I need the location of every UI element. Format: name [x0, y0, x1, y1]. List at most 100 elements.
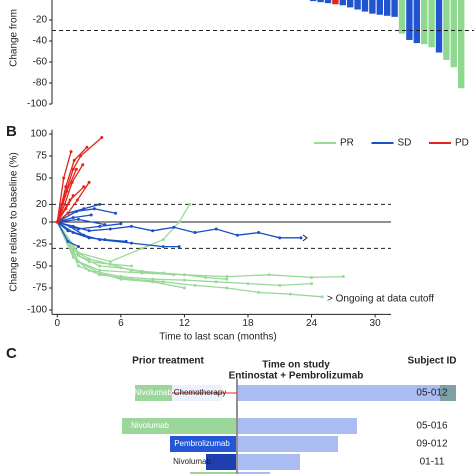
bar	[391, 0, 398, 17]
point	[71, 251, 75, 255]
panel-label: B	[6, 123, 17, 140]
point	[299, 236, 303, 240]
y-tick-label: 75	[36, 151, 48, 162]
y-tick-label: 20	[36, 199, 48, 210]
point	[172, 225, 176, 229]
ongoing-marker	[302, 234, 308, 242]
bar	[421, 0, 428, 45]
point	[98, 202, 102, 206]
point	[235, 233, 239, 237]
bar	[435, 0, 443, 53]
prior-label: Chemotherapy	[174, 388, 226, 397]
point	[119, 222, 123, 226]
series-line	[56, 221, 185, 289]
point	[140, 246, 144, 250]
point	[161, 238, 165, 242]
bar	[347, 0, 354, 8]
point	[151, 229, 155, 233]
bar	[413, 0, 420, 44]
series-line	[56, 182, 90, 223]
point	[63, 202, 67, 206]
study-bar	[238, 436, 338, 452]
point	[214, 280, 218, 284]
y-tick-label: -50	[33, 261, 48, 272]
point	[161, 245, 165, 249]
x-tick-label: 30	[370, 318, 382, 329]
point	[225, 286, 229, 290]
study-bar-end	[440, 385, 456, 401]
point	[225, 277, 229, 281]
point	[129, 241, 133, 245]
point	[129, 264, 133, 268]
point	[119, 266, 123, 270]
prior-label: Pembrolizumab	[174, 439, 230, 448]
x-tick-label: 6	[118, 318, 124, 329]
point	[81, 163, 85, 167]
study-bar	[238, 385, 440, 401]
point	[161, 280, 165, 284]
point	[72, 158, 76, 162]
legend-label: PR	[340, 138, 354, 149]
x-axis-title: Time to last scan (months)	[159, 332, 276, 343]
bar	[361, 0, 369, 12]
bar	[324, 0, 332, 4]
y-tick-label: -100	[27, 99, 47, 110]
legend-label: PD	[455, 138, 469, 149]
prior-bar	[122, 418, 236, 434]
point	[103, 223, 107, 227]
bar	[339, 0, 346, 6]
x-tick-label: 24	[306, 318, 318, 329]
point	[108, 227, 112, 231]
series-line	[56, 221, 312, 287]
bar	[369, 0, 376, 14]
y-tick-label: -60	[33, 57, 48, 68]
series-line	[56, 208, 116, 223]
bar	[398, 0, 406, 34]
point	[71, 167, 75, 171]
prior-label: Nivolumab	[131, 421, 169, 430]
point	[85, 145, 89, 149]
point	[64, 207, 68, 211]
point	[66, 239, 70, 243]
y-tick-label: -25	[33, 239, 48, 250]
point	[278, 236, 282, 240]
point	[98, 271, 102, 275]
point	[71, 194, 75, 198]
prior-bar	[170, 436, 236, 452]
point	[87, 260, 91, 264]
x-tick-label: 18	[242, 318, 254, 329]
point	[278, 283, 282, 287]
y-axis-title: Change relative to baseline (%)	[9, 152, 20, 292]
header: Entinostat + Pembrolizumab	[229, 371, 364, 382]
point	[182, 286, 186, 290]
prior-bar	[206, 454, 236, 470]
x-tick-label: 12	[179, 318, 191, 329]
header: Prior treatment	[132, 356, 204, 367]
point	[320, 295, 324, 299]
point	[82, 233, 86, 237]
series-line	[56, 146, 88, 223]
point	[74, 209, 78, 213]
series-line	[56, 221, 323, 298]
point	[341, 275, 345, 279]
point	[114, 211, 118, 215]
point	[182, 278, 186, 282]
point	[310, 282, 314, 286]
panel-c: C Prior treatment Time on study Entinost…	[6, 345, 456, 474]
subject-id: 01-11	[420, 457, 445, 468]
point	[129, 224, 133, 228]
annotation: > Ongoing at data cutoff	[327, 294, 434, 305]
y-axis-title: Change from	[9, 9, 20, 67]
point	[89, 213, 93, 217]
y-tick-label: 0	[41, 217, 47, 228]
study-bar	[238, 454, 300, 470]
y-tick-label: 100	[30, 129, 47, 140]
series-line	[57, 221, 180, 248]
point	[246, 282, 250, 286]
y-tick-label: -100	[27, 305, 47, 316]
prior-bar	[135, 385, 172, 401]
point	[100, 136, 104, 140]
point	[65, 189, 69, 193]
panel-label: C	[6, 345, 17, 362]
